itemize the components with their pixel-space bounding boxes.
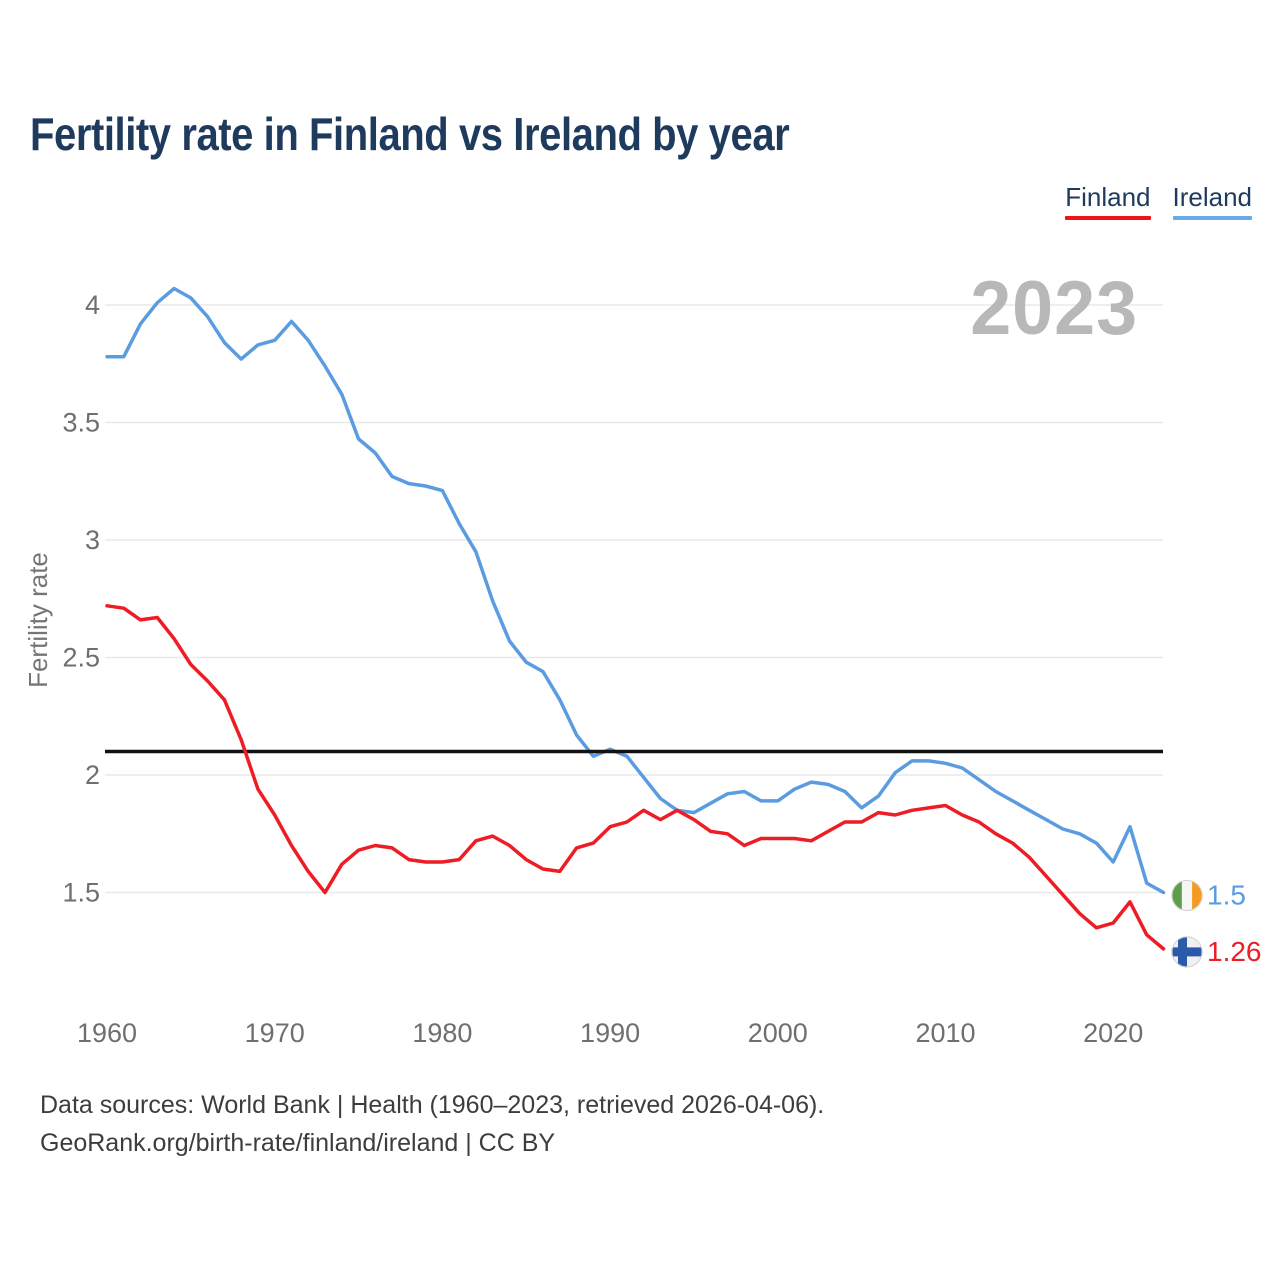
y-axis-title: Fertility rate <box>23 552 53 688</box>
page-title: Fertility rate in Finland vs Ireland by … <box>30 108 790 160</box>
legend-label-finland: Finland <box>1065 182 1151 212</box>
legend-item-finland[interactable]: Finland <box>1065 182 1151 220</box>
legend-underline-finland <box>1065 215 1151 220</box>
end-value-ireland: 1.5 <box>1207 880 1246 911</box>
x-tick-label: 1970 <box>245 1018 305 1048</box>
y-tick-label: 1.5 <box>62 878 100 908</box>
x-tick-label: 2010 <box>915 1018 975 1048</box>
y-tick-label: 2 <box>85 760 100 790</box>
y-tick-label: 2.5 <box>62 643 100 673</box>
x-tick-label: 1960 <box>77 1018 137 1048</box>
y-tick-label: 3.5 <box>62 408 100 438</box>
end-value-finland: 1.26 <box>1207 936 1262 967</box>
x-tick-label: 1990 <box>580 1018 640 1048</box>
legend-item-ireland[interactable]: Ireland <box>1172 182 1253 220</box>
ireland-flag <box>1171 880 1203 911</box>
year-watermark: 2023 <box>970 266 1138 351</box>
x-tick-label: 1980 <box>412 1018 472 1048</box>
x-tick-label: 2000 <box>748 1018 808 1048</box>
legend-label-ireland: Ireland <box>1172 182 1253 212</box>
y-tick-label: 4 <box>85 290 100 320</box>
legend-underline-ireland <box>1172 215 1252 220</box>
line-finland <box>105 604 1166 951</box>
footer: Data sources: World Bank | Health (1960–… <box>40 1086 824 1162</box>
footer-attribution-line: GeoRank.org/birth-rate/finland/ireland |… <box>40 1129 556 1157</box>
footer-sources-line: Data sources: World Bank | Health (1960–… <box>40 1091 825 1119</box>
finland-flag <box>1171 936 1203 968</box>
legend: Finland Ireland <box>1065 183 1252 220</box>
y-tick-label: 3 <box>85 525 100 555</box>
line-ireland <box>105 286 1166 895</box>
x-tick-label: 2020 <box>1083 1018 1143 1048</box>
